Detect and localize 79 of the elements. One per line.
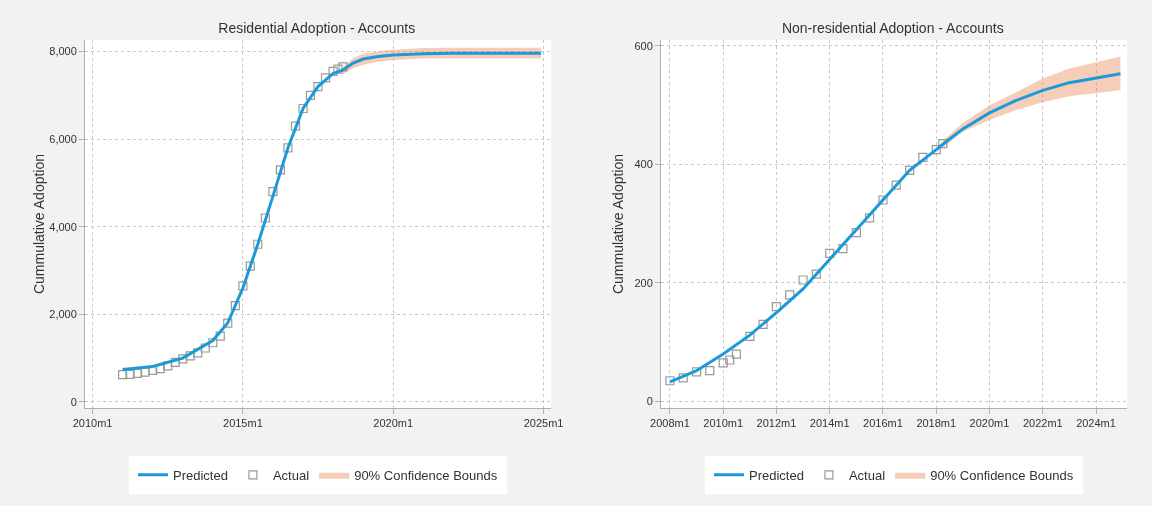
point <box>878 195 888 205</box>
y-axis-title: Cummulative Adoption <box>610 153 626 295</box>
y-tick-label: 400 <box>634 158 653 171</box>
x-tick-label: 2008m1 <box>650 417 690 430</box>
point <box>260 213 270 223</box>
point <box>215 331 225 341</box>
y-tick-label: 0 <box>70 395 77 408</box>
x-tick-label: 2014m1 <box>809 417 850 430</box>
chart-title: Residential Adoption - Accounts <box>218 19 416 36</box>
point <box>758 319 768 330</box>
legend-label: Actual <box>272 467 310 483</box>
point <box>864 213 875 223</box>
point <box>691 367 702 377</box>
point <box>118 370 128 380</box>
point <box>132 368 143 379</box>
point <box>328 66 338 76</box>
point <box>838 243 848 254</box>
point <box>223 318 233 328</box>
x-tick-label: 2016m1 <box>863 417 903 430</box>
y-tick-label: 200 <box>634 276 653 289</box>
y-axis-title: Cummulative Adoption <box>31 153 48 295</box>
point <box>725 355 735 365</box>
x-tick-label: 2024m1 <box>1076 417 1116 430</box>
chart-title: Non-residential Adoption - Accounts <box>781 19 1004 36</box>
point <box>245 261 255 271</box>
point <box>320 73 331 83</box>
point <box>705 366 715 376</box>
point <box>178 354 188 364</box>
y-tick-label: 8,000 <box>49 45 77 58</box>
x-tick-label: 2018m1 <box>916 417 957 430</box>
x-tick-label: 2020m1 <box>373 417 414 430</box>
point <box>718 358 728 368</box>
point <box>193 348 203 358</box>
point <box>938 139 948 149</box>
point <box>825 248 835 258</box>
point <box>268 187 278 197</box>
y-tick-label: 0 <box>646 395 653 408</box>
y-tick-label: 6,000 <box>49 133 77 146</box>
legend-label: Predicted <box>173 467 228 483</box>
point <box>253 239 263 249</box>
point <box>851 227 861 238</box>
point <box>665 376 675 386</box>
legend-label: Predicted <box>749 467 804 483</box>
point <box>170 357 180 368</box>
legend-label: Actual <box>848 467 886 483</box>
point <box>678 373 688 383</box>
point <box>338 62 348 72</box>
point <box>333 64 343 74</box>
x-tick-label: 2025m1 <box>523 417 564 430</box>
point <box>731 349 741 359</box>
point <box>290 121 301 131</box>
point <box>185 351 195 361</box>
x-tick-label: 2010m1 <box>703 417 744 430</box>
point <box>238 281 248 291</box>
point <box>200 343 210 353</box>
y-tick-label: 4,000 <box>49 220 77 233</box>
point <box>811 269 821 279</box>
legend-label: 90% Confidence Bounds <box>930 467 1074 483</box>
point <box>305 90 316 100</box>
point <box>313 82 323 92</box>
y-tick-label: 600 <box>634 39 653 52</box>
point <box>918 152 928 162</box>
point <box>745 331 755 341</box>
point <box>283 143 293 153</box>
point <box>798 275 808 285</box>
point <box>298 103 308 114</box>
x-tick-label: 2015m1 <box>223 417 263 430</box>
x-tick-label: 2012m1 <box>756 417 797 430</box>
point <box>905 165 915 175</box>
x-tick-label: 2010m1 <box>72 417 113 430</box>
point <box>230 300 240 311</box>
point <box>208 338 218 348</box>
point <box>931 145 941 155</box>
y-tick-label: 2,000 <box>49 308 77 321</box>
point <box>891 180 901 190</box>
x-tick-label: 2020m1 <box>969 417 1010 430</box>
x-tick-label: 2022m1 <box>1022 417 1063 430</box>
legend-label: 90% Confidence Bounds <box>354 467 498 483</box>
point <box>275 165 286 175</box>
